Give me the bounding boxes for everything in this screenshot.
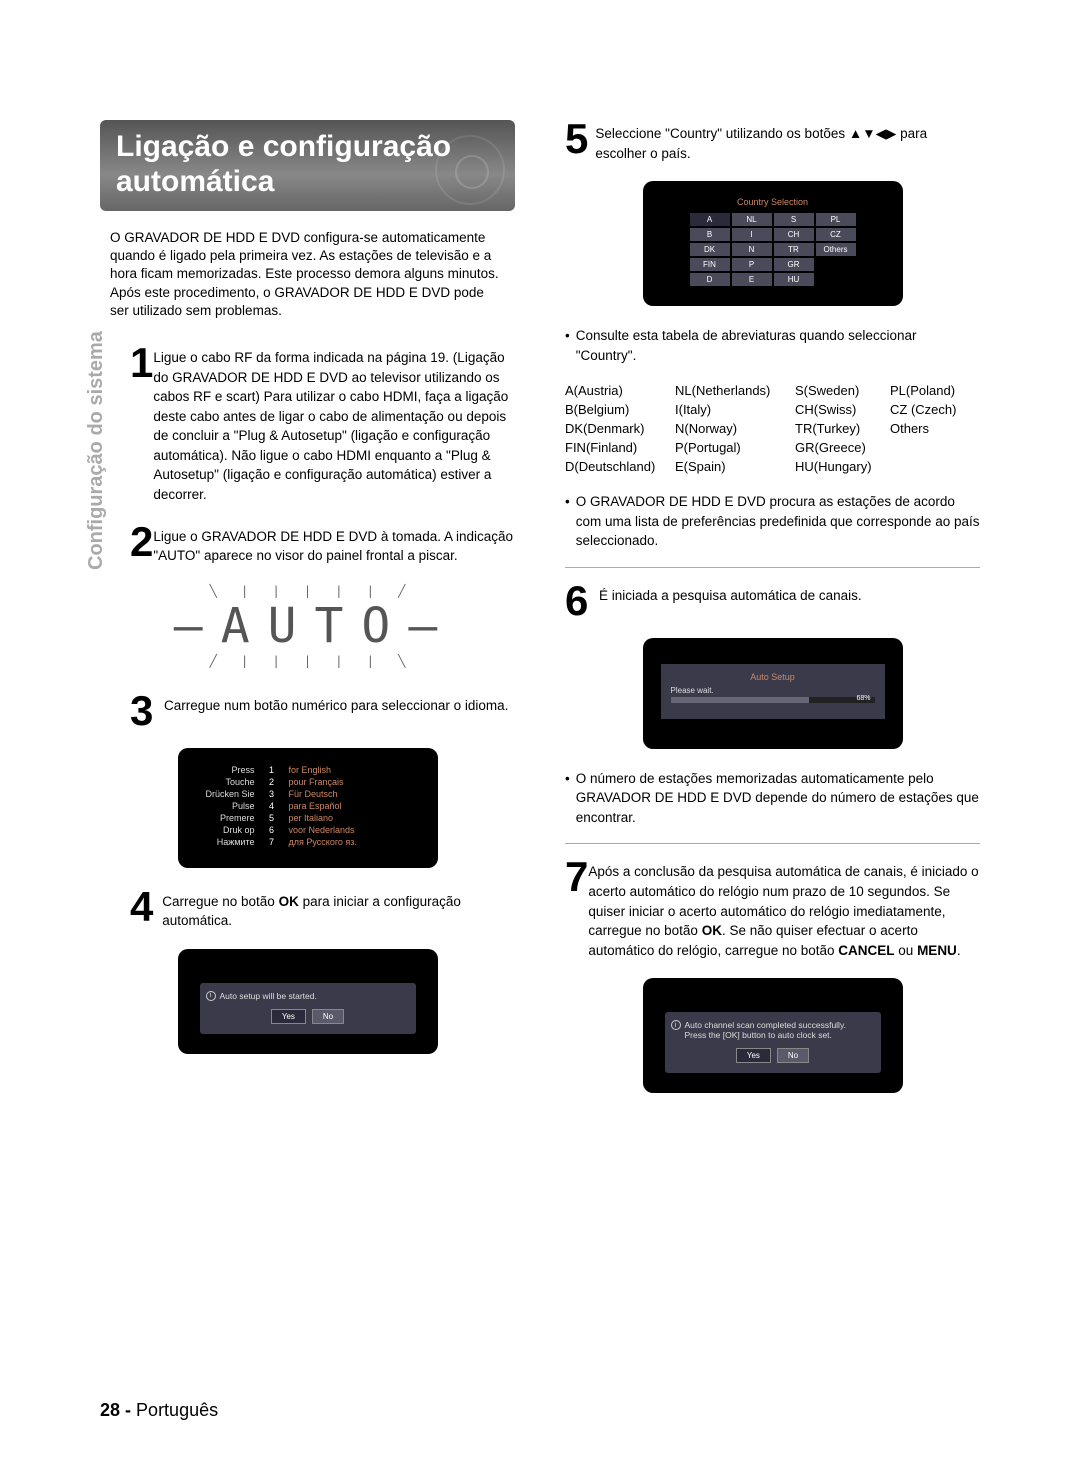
step-body: Seleccione "Country" utilizando os botõe… <box>595 120 980 163</box>
final-msg1: Auto channel scan completed successfully… <box>685 1020 846 1030</box>
step-body: Carregue no botão OK para iniciar a conf… <box>162 888 515 931</box>
auto-display: ╲|||||╱ — A U T O — ╱|||||╲ <box>198 584 418 668</box>
memo-note: O número de estações memorizadas automat… <box>565 769 980 828</box>
abbr-note: Consulte esta tabela de abreviaturas qua… <box>565 326 980 365</box>
confirm-msg: Auto setup will be started. <box>220 991 317 1001</box>
separator <box>565 567 980 568</box>
yes-button: Yes <box>271 1009 306 1024</box>
language-screen: Press1for EnglishTouche2pour FrançaisDrü… <box>178 748 438 868</box>
yes-button: Yes <box>736 1048 771 1063</box>
abbr-table: A(Austria)NL(Netherlands)S(Sweden)PL(Pol… <box>565 381 980 476</box>
step-6: 6 É iniciada a pesquisa automática de ca… <box>565 582 980 620</box>
please-wait: Please wait. <box>671 686 875 695</box>
info-icon: i <box>671 1020 681 1030</box>
step-number: 3 <box>130 692 164 730</box>
right-column: 5 Seleccione "Country" utilizando os bot… <box>565 120 980 1113</box>
arrow-icons: ▲▼◀▶ <box>849 126 897 141</box>
step-body: Carregue num botão numérico para selecci… <box>164 692 508 730</box>
confirm-screen: i Auto setup will be started. Yes No <box>178 949 438 1054</box>
step-5: 5 Seleccione "Country" utilizando os bot… <box>565 120 980 163</box>
disc-icon <box>435 135 505 205</box>
seg-char: O <box>361 598 394 654</box>
step-1: 1 Ligue o cabo RF da forma indicada na p… <box>130 344 515 505</box>
step-number: 6 <box>565 582 599 620</box>
seg-char: A <box>221 598 254 654</box>
separator <box>565 843 980 844</box>
step-4: 4 Carregue no botão OK para iniciar a co… <box>130 888 515 931</box>
seg-char: U <box>268 598 301 654</box>
progress-pct: 68% <box>856 695 870 702</box>
step-body: É iniciada a pesquisa automática de cana… <box>599 582 862 620</box>
progress-fill <box>671 697 810 703</box>
no-button: No <box>312 1009 344 1024</box>
step-number: 4 <box>130 888 162 931</box>
final-screen: i Auto channel scan completed successful… <box>643 978 903 1093</box>
step-body: Ligue o GRAVADOR DE HDD E DVD à tomada. … <box>153 523 515 566</box>
page-footer: 28 - Português <box>100 1400 218 1421</box>
step-2: 2 Ligue o GRAVADOR DE HDD E DVD à tomada… <box>130 523 515 566</box>
left-column: Ligação e configuração automática O GRAV… <box>100 120 515 1113</box>
step-number: 7 <box>565 858 588 960</box>
autosetup-screen: Auto Setup Please wait. 68% <box>643 638 903 749</box>
heading-box: Ligação e configuração automática <box>100 120 515 211</box>
step-body: Após a conclusão da pesquisa automática … <box>588 858 980 960</box>
intro-text: O GRAVADOR DE HDD E DVD configura-se aut… <box>110 229 505 320</box>
autosetup-title: Auto Setup <box>667 672 879 682</box>
step-body: Ligue o cabo RF da forma indicada na pág… <box>153 344 515 505</box>
country-title: Country Selection <box>655 197 891 207</box>
step-number: 1 <box>130 344 153 505</box>
step-number: 2 <box>130 523 153 566</box>
no-button: No <box>777 1048 809 1063</box>
step-number: 5 <box>565 120 595 163</box>
progress-bar: 68% <box>671 697 875 703</box>
country-note: O GRAVADOR DE HDD E DVD procura as estaç… <box>565 492 980 551</box>
step-3: 3 Carregue num botão numérico para selec… <box>130 692 515 730</box>
final-msg2: Press the [OK] button to auto clock set. <box>685 1030 832 1040</box>
step-7: 7 Após a conclusão da pesquisa automátic… <box>565 858 980 960</box>
seg-char: T <box>315 598 348 654</box>
info-icon: i <box>206 991 216 1001</box>
side-section-label: Configuração do sistema <box>85 331 108 570</box>
country-screen: Country Selection ANLSPLBICHCZDKNTROther… <box>643 181 903 306</box>
